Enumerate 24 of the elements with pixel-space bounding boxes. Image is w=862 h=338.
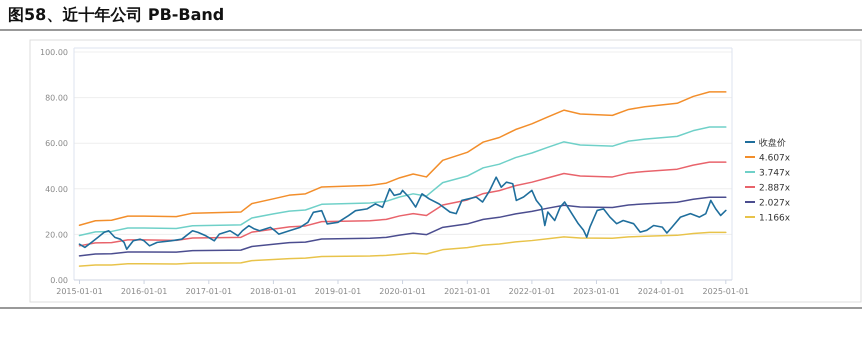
y-tick-label: 60.00 [45, 139, 68, 148]
x-tick-label: 2017-01-01 [186, 287, 232, 296]
legend-label: 2.887x [759, 184, 791, 194]
y-tick-label: 20.00 [45, 230, 68, 240]
chart-title: 图58、近十年公司 PB-Band [8, 5, 224, 24]
legend-label: 2.027x [759, 198, 791, 208]
x-tick-label: 2025-01-01 [702, 287, 750, 296]
x-tick-label: 2018-01-01 [250, 287, 297, 296]
y-tick-label: 40.00 [45, 184, 68, 194]
y-tick-label: 100.00 [40, 48, 68, 57]
legend-label: 4.607x [759, 154, 791, 164]
x-tick-label: 2024-01-01 [638, 287, 684, 296]
x-tick-label: 2022-01-01 [508, 287, 556, 296]
x-tick-label: 2019-01-01 [314, 287, 362, 296]
x-tick-label: 2020-01-01 [379, 287, 426, 296]
x-tick-label: 2015-01-01 [56, 287, 103, 296]
x-tick-label: 2023-01-01 [573, 287, 620, 296]
legend-label: 收盘价 [759, 138, 786, 148]
legend-label: 1.166x [759, 214, 791, 224]
y-tick-label: 0.00 [50, 276, 68, 285]
x-tick-label: 2021-01-01 [444, 287, 491, 296]
legend-label: 3.747x [759, 168, 791, 178]
x-tick-label: 2016-01-01 [120, 287, 168, 296]
y-tick-label: 80.00 [45, 94, 68, 103]
